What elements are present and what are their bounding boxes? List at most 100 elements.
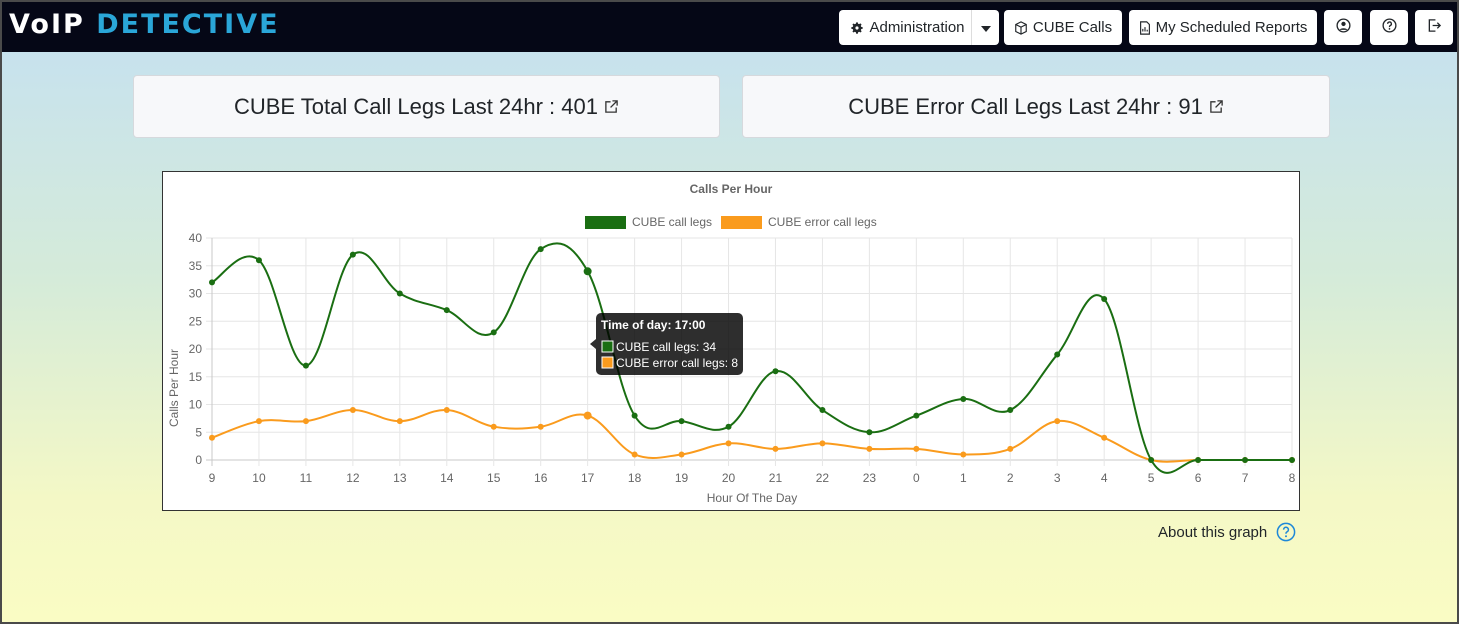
cube-call-legs-point	[443, 307, 450, 314]
y-axis-label: Calls Per Hour	[167, 349, 181, 427]
x-tick-label: 22	[816, 471, 830, 485]
x-tick-label: 12	[346, 471, 360, 485]
cube-call-legs-point	[1148, 457, 1155, 463]
about-graph[interactable]: About this graph	[1158, 522, 1296, 542]
x-tick-label: 16	[534, 471, 548, 485]
cube-call-legs-point	[1289, 457, 1295, 463]
administration-dropdown-toggle[interactable]	[971, 10, 999, 45]
cube-error-call-legs-point	[819, 440, 826, 447]
x-tick-label: 8	[1289, 471, 1296, 485]
cube-call-legs-point	[490, 329, 497, 336]
error-call-legs-label: CUBE Error Call Legs Last 24hr :	[848, 93, 1179, 119]
chart-canvas: Calls Per Hour CUBE call legs CUBE error …	[167, 182, 1296, 505]
top-navbar: VoIP DETECTIVE Administration CUBE Calls…	[2, 2, 1457, 52]
y-tick-label: 25	[189, 314, 203, 328]
x-tick-label: 19	[675, 471, 689, 485]
total-call-legs-label: CUBE Total Call Legs Last 24hr :	[233, 93, 562, 119]
cube-call-legs-point	[819, 407, 826, 414]
cube-icon	[1014, 20, 1028, 35]
x-tick-label: 15	[487, 471, 501, 485]
cube-error-call-legs-point	[349, 407, 356, 414]
cube-call-legs-line	[211, 242, 1292, 474]
cube-error-call-legs-point	[631, 451, 638, 458]
cube-error-call-legs-point	[302, 418, 309, 425]
question-circle-icon[interactable]	[1276, 522, 1296, 542]
administration-button[interactable]: Administration	[839, 10, 976, 45]
cube-call-legs-point	[396, 290, 403, 297]
scheduled-reports-button[interactable]: My Scheduled Reports	[1129, 10, 1317, 45]
app-logo[interactable]: VoIP DETECTIVE	[9, 10, 280, 40]
chart-grid	[206, 237, 1293, 466]
calls-per-hour-chart[interactable]: Calls Per Hour CUBE call legs CUBE error …	[162, 171, 1300, 511]
cube-call-legs-point	[209, 279, 215, 286]
help-icon	[1381, 18, 1397, 37]
user-icon	[1335, 18, 1351, 37]
cube-call-legs-point	[537, 246, 544, 253]
gear-icon	[850, 21, 864, 35]
x-tick-label: 17	[581, 471, 595, 485]
logout-button[interactable]	[1415, 10, 1453, 45]
cube-error-call-legs-point	[1007, 445, 1014, 452]
cube-call-legs-point	[1007, 407, 1014, 414]
cube-call-legs-point	[1242, 457, 1249, 463]
cube-error-call-legs-point	[583, 411, 592, 420]
cube-call-legs-point	[725, 423, 732, 430]
cube-call-legs-point	[349, 251, 356, 258]
x-tick-label: 1	[960, 471, 967, 485]
x-tick-label: 7	[1242, 471, 1249, 485]
cube-call-legs-point	[255, 257, 262, 264]
help-button[interactable]	[1370, 10, 1408, 45]
y-tick-label: 20	[189, 342, 203, 356]
x-tick-label: 21	[769, 471, 783, 485]
x-tick-label: 23	[863, 471, 877, 485]
legend-label: CUBE error call legs	[768, 215, 877, 229]
cube-error-call-legs-point	[443, 407, 450, 414]
cube-call-legs-point	[1195, 457, 1202, 463]
cube-calls-button[interactable]: CUBE Calls	[1004, 10, 1122, 45]
tooltip-title: Time of day: 17:00	[601, 318, 706, 332]
external-link-icon[interactable]	[604, 99, 619, 114]
cube-error-call-legs-point	[396, 418, 403, 425]
logo-text-voip: VoIP	[9, 9, 85, 40]
cube-call-legs-point	[678, 418, 685, 425]
total-call-legs-card[interactable]: CUBE Total Call Legs Last 24hr : 401	[133, 75, 720, 138]
about-graph-label: About this graph	[1158, 523, 1268, 541]
cube-error-call-legs-point	[537, 423, 544, 430]
cube-call-legs-point	[1101, 296, 1108, 303]
cube-error-call-legs-line	[211, 409, 1292, 463]
cube-error-call-legs-point	[678, 451, 685, 458]
x-tick-label: 0	[913, 471, 920, 485]
external-link-icon[interactable]	[1209, 99, 1224, 114]
report-icon	[1139, 20, 1151, 35]
x-tick-label: 14	[440, 471, 454, 485]
logo-text-detective: DETECTIVE	[96, 9, 280, 40]
x-tick-label: 10	[252, 471, 266, 485]
tooltip-box	[596, 313, 743, 375]
user-profile-button[interactable]	[1324, 10, 1362, 45]
x-tick-label: 6	[1195, 471, 1202, 485]
x-tick-label: 20	[722, 471, 736, 485]
cube-call-legs-point	[772, 368, 779, 375]
cube-call-legs-point	[866, 429, 873, 436]
logout-icon	[1427, 18, 1442, 37]
caret-down-icon	[980, 19, 991, 36]
y-tick-label: 15	[189, 370, 203, 384]
y-tick-label: 5	[195, 425, 202, 439]
cube-error-call-legs-point	[1054, 418, 1061, 425]
y-tick-label: 40	[189, 231, 203, 245]
chart-legend[interactable]: CUBE call legs CUBE error call legs	[585, 215, 877, 229]
cube-error-call-legs-point	[960, 451, 967, 458]
cube-call-legs-point	[631, 412, 638, 419]
y-tick-label: 30	[189, 287, 203, 301]
y-tick-label: 0	[195, 453, 202, 467]
error-call-legs-card[interactable]: CUBE Error Call Legs Last 24hr : 91	[742, 75, 1330, 138]
x-tick-label: 11	[300, 471, 313, 485]
x-axis-label: Hour Of The Day	[707, 491, 797, 505]
tooltip-line: CUBE error call legs: 8	[616, 356, 738, 370]
tooltip-swatch	[601, 356, 614, 369]
cube-error-call-legs-point	[772, 445, 779, 452]
cube-error-call-legs-point	[1101, 434, 1108, 441]
cube-calls-label: CUBE Calls	[1032, 19, 1113, 36]
cube-error-call-legs-point	[725, 440, 732, 447]
